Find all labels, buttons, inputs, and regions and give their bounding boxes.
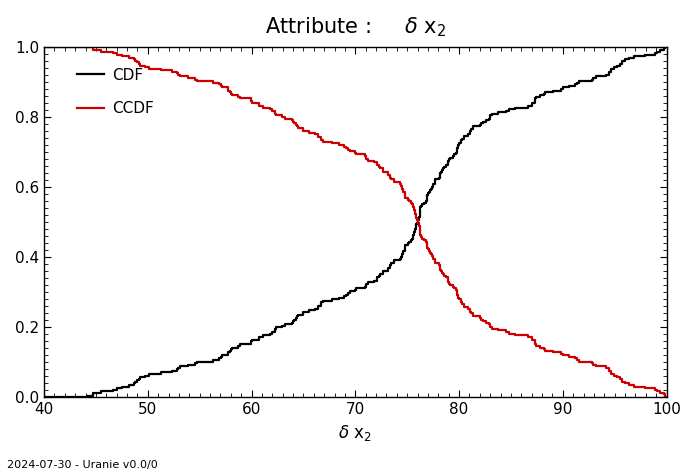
CCDF xyxy=(661,393,670,399)
CCDF xyxy=(452,287,460,293)
CCDF xyxy=(328,141,336,146)
CDF xyxy=(485,116,493,121)
Line: CDF: CDF xyxy=(88,47,665,396)
CCDF xyxy=(84,44,93,50)
CDF xyxy=(486,113,494,118)
CCDF xyxy=(281,116,290,121)
CDF xyxy=(452,150,460,156)
Legend: CDF, CCDF: CDF, CCDF xyxy=(70,61,159,122)
CDF xyxy=(84,393,93,399)
CDF xyxy=(661,44,670,50)
CDF xyxy=(528,101,536,107)
CDF xyxy=(328,296,336,302)
CCDF xyxy=(485,321,493,327)
X-axis label: $\delta\ \mathrm{x_2}$: $\delta\ \mathrm{x_2}$ xyxy=(338,423,372,443)
CDF xyxy=(281,321,290,327)
CCDF xyxy=(528,336,536,341)
Title: Attribute :     $\delta\ \mathrm{x_2}$: Attribute : $\delta\ \mathrm{x_2}$ xyxy=(264,15,446,39)
CCDF xyxy=(486,324,494,330)
Line: CCDF: CCDF xyxy=(88,47,665,396)
Text: 2024-07-30 - Uranie v0.0/0: 2024-07-30 - Uranie v0.0/0 xyxy=(7,460,158,470)
